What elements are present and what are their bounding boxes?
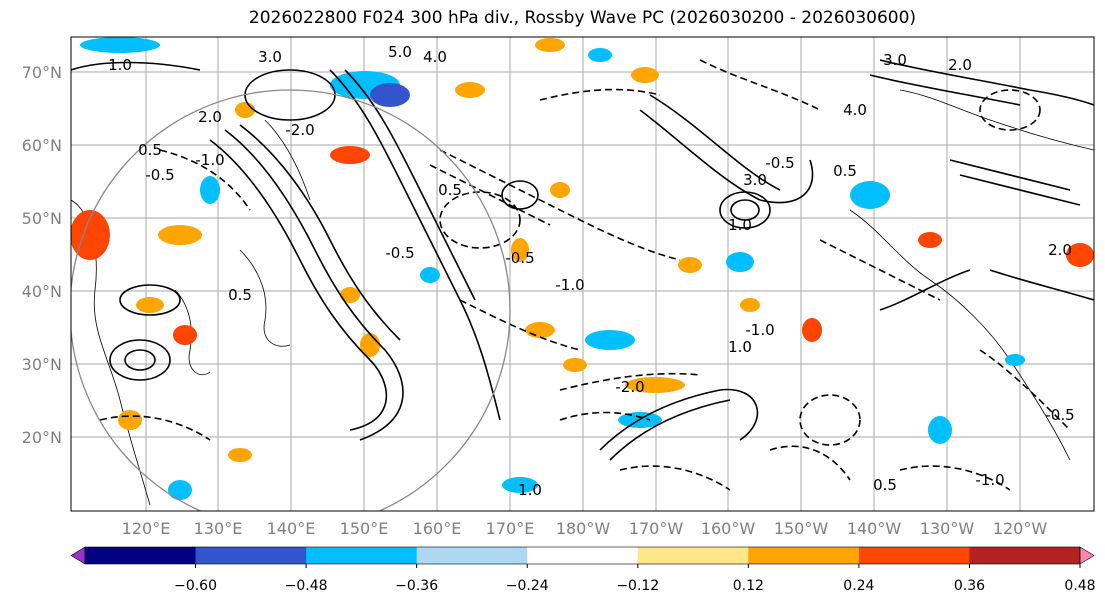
graticule: [71, 37, 1094, 511]
latitude-labels: 70°N 60°N 50°N 40°N 30°N 20°N: [22, 63, 62, 447]
colorbar-segment: [416, 547, 528, 564]
contour-label: 2.0: [198, 108, 222, 126]
longitude-label: 140°E: [267, 519, 316, 538]
longitude-labels: 120°E 130°E 140°E 150°E 160°E 170°E 180°W 170°W…: [122, 519, 1048, 538]
contour-label: 1.0: [728, 216, 752, 234]
contour-label: -1.0: [195, 151, 224, 169]
colorbar-segment: [195, 547, 307, 564]
colorbar-segment: [527, 547, 639, 564]
latitude-label: 30°N: [22, 355, 62, 374]
colorbar: −0.60 −0.48 −0.36 −0.24 −0.12 0.12 0.24 0.36 0.4…: [70, 546, 1096, 594]
contour-label: 0.5: [873, 476, 897, 494]
contour-label: 3.0: [883, 51, 907, 69]
colorbar-segment: [858, 547, 970, 564]
longitude-label: 170°E: [486, 519, 535, 538]
contour-label: 3.0: [743, 171, 767, 189]
contour-label: -2.0: [615, 378, 644, 396]
latitude-label: 40°N: [22, 282, 62, 301]
longitude-label: 150°E: [340, 519, 389, 538]
chart-title: 2026022800 F024 300 hPa div., Rossby Wav…: [248, 8, 917, 28]
colorbar-segment: [969, 547, 1081, 564]
contour-label: -1.0: [975, 471, 1004, 489]
contour-labels: 3.0 5.0 4.0 1.0 2.0 0.5 -0.5 -1.0 -2.0 3.0 4.0 2.0 0…: [108, 43, 1075, 499]
longitude-label: 180°W: [556, 519, 611, 538]
longitude-label: 160°E: [413, 519, 462, 538]
contour-lines-dashed: [99, 59, 1071, 491]
contour-label: -2.0: [285, 121, 314, 139]
colorbar-segment: [306, 547, 418, 564]
colorbar-tick-label: −0.60: [174, 578, 217, 594]
contour-label: 0.5: [438, 181, 462, 199]
latitude-label: 50°N: [22, 209, 62, 228]
map-border: [70, 36, 1095, 512]
contour-label: -0.5: [145, 166, 174, 184]
longitude-label: 160°W: [701, 519, 756, 538]
longitude-label: 170°W: [629, 519, 684, 538]
longitude-label: 150°W: [774, 519, 829, 538]
colorbar-frame: [84, 546, 1081, 565]
contour-label: 3.0: [258, 48, 282, 66]
colorbar-extend-low: [70, 546, 86, 565]
contour-label: 1.0: [108, 56, 132, 74]
latitude-label: 70°N: [22, 63, 62, 82]
contour-label: 2.0: [1048, 241, 1072, 259]
colorbar-tick-label: 0.12: [733, 578, 764, 594]
contour-label: 1.0: [518, 481, 542, 499]
contour-label: 4.0: [423, 48, 447, 66]
colorbar-tick-label: 0.36: [954, 578, 985, 594]
colorbar-tick-label: −0.12: [616, 578, 659, 594]
colorbar-tick-label: −0.48: [285, 578, 328, 594]
contour-label: 1.0: [728, 338, 752, 356]
colorbar-segment: [637, 547, 749, 564]
colorbar-tick-label: −0.24: [506, 578, 549, 594]
range-circle: [71, 89, 511, 511]
colorbar-segment: [748, 547, 860, 564]
contour-label: -0.5: [385, 244, 414, 262]
colorbar-segment: [85, 547, 197, 564]
contour-label: -0.5: [765, 154, 794, 172]
contour-label: 0.5: [833, 162, 857, 180]
contour-label: -1.0: [555, 276, 584, 294]
longitude-label: 120°W: [993, 519, 1048, 538]
latitude-label: 60°N: [22, 136, 62, 155]
contour-label: 0.5: [228, 286, 252, 304]
colorbar-tick-label: 0.24: [843, 578, 874, 594]
longitude-label: 130°W: [920, 519, 975, 538]
latitude-label: 20°N: [22, 428, 62, 447]
divergence-shading: [71, 37, 1094, 500]
contour-label: 5.0: [388, 43, 412, 61]
contour-lines: [71, 59, 1094, 461]
longitude-label: 120°E: [122, 519, 171, 538]
contour-label: -1.0: [745, 321, 774, 339]
contour-label: -0.5: [1045, 406, 1074, 424]
colorbar-extend-high: [1079, 546, 1095, 565]
longitude-label: 140°W: [847, 519, 902, 538]
contour-label: 2.0: [948, 56, 972, 74]
colorbar-tick-label: −0.36: [395, 578, 438, 594]
colorbar-tick-label: 0.48: [1064, 578, 1095, 594]
longitude-label: 130°E: [194, 519, 243, 538]
contour-label: 4.0: [843, 101, 867, 119]
contour-label: 0.5: [138, 141, 162, 159]
contour-label: -0.5: [505, 249, 534, 267]
